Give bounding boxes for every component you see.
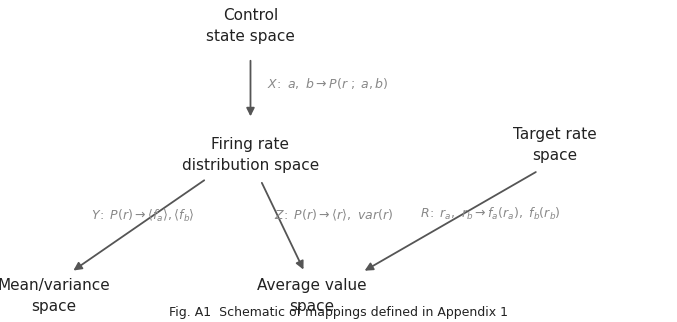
Text: $R\!:\ r_a,\ r_b \rightarrow f_a(r_a),\ f_b(r_b)$: $R\!:\ r_a,\ r_b \rightarrow f_a(r_a),\ … — [420, 206, 561, 222]
Text: Mean/variance
space: Mean/variance space — [0, 278, 110, 314]
Text: $X\!:\  a,\ b \rightarrow P(r\ ;\ a,b)$: $X\!:\ a,\ b \rightarrow P(r\ ;\ a,b)$ — [267, 76, 389, 91]
Text: $Y\!:\ P(r) \rightarrow \langle f_a \rangle, \langle f_b \rangle$: $Y\!:\ P(r) \rightarrow \langle f_a \ran… — [91, 208, 195, 224]
Text: Fig. A1  Schematic of mappings defined in Appendix 1: Fig. A1 Schematic of mappings defined in… — [169, 306, 508, 319]
Text: Average value
space: Average value space — [257, 278, 366, 314]
Text: Target rate
space: Target rate space — [513, 127, 597, 163]
Text: Firing rate
distribution space: Firing rate distribution space — [182, 137, 319, 173]
Text: Control
state space: Control state space — [206, 8, 295, 44]
Text: $Z\!:\ P(r) \rightarrow \langle r \rangle,\ var(r)$: $Z\!:\ P(r) \rightarrow \langle r \rangl… — [274, 208, 393, 223]
